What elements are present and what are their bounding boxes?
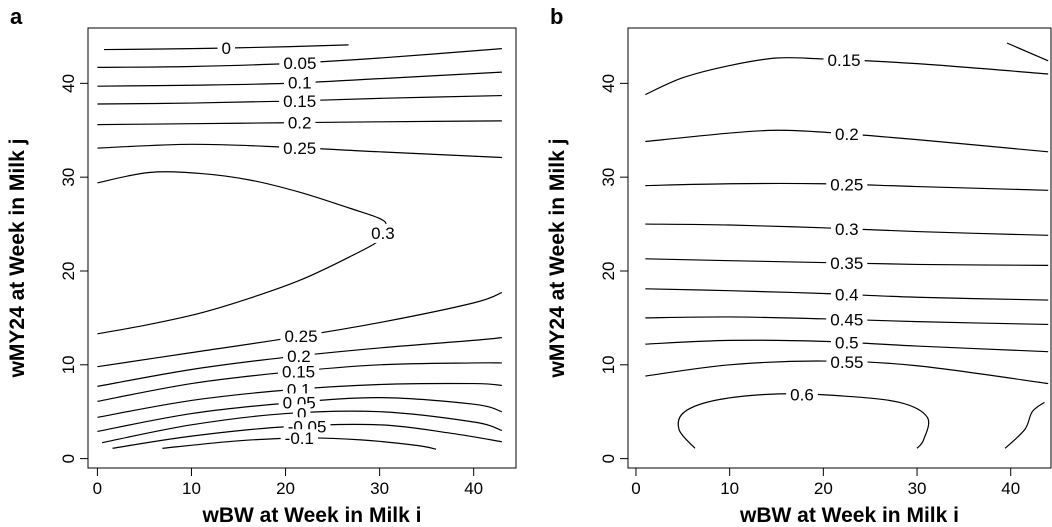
x-tick-label: 0 [631,479,640,498]
contour-label: 0.3 [371,224,395,243]
contour-label: 0.5 [835,334,859,353]
contour-label: 0.2 [287,347,311,366]
contour-line [645,223,1049,236]
label-bg [279,91,321,111]
contour-label: 0.25 [284,327,317,346]
label-bg [831,125,863,145]
contour-line [97,336,502,387]
y-tick-label: 10 [59,355,78,374]
contour-label: 0.2 [288,114,312,133]
label-bg [830,219,863,239]
label-bg [279,53,321,73]
contour-line [645,258,1049,266]
contour-line [645,316,1049,326]
x-tick-label: 0 [93,479,102,498]
x-tick-label: 10 [720,479,739,498]
label-bg [280,326,322,346]
contour-label: 0.6 [790,386,814,405]
contour-label: 0.15 [283,92,316,111]
contour-line [645,339,1049,353]
contour-label: 0.05 [283,54,316,73]
contour-line [97,362,502,402]
contour-label: 0.1 [288,74,312,93]
contours: 0.15 0.2 0.25 0.3 0.35 0.4 0.45 0.50.55 0.6 [645,42,1049,449]
y-tick-label: 20 [599,262,618,281]
label-bg [830,333,863,353]
y-tick-label: 30 [59,168,78,187]
x-tick-label: 10 [182,479,201,498]
contour-label: 0.55 [830,353,863,372]
contour-line [162,437,437,450]
x-tick-label: 40 [464,479,483,498]
contour-line [645,288,1049,301]
contour-label: 0 [297,404,306,423]
x-axis-title: wBW at Week in Milk i [739,504,959,527]
contour-line [97,171,387,335]
label-bg [786,385,818,405]
label-bg [280,429,318,449]
contour-line [97,291,503,368]
contour-label: 0.4 [835,285,859,304]
label-bg [283,113,316,133]
y-tick-label: 40 [599,74,618,93]
contour-line [1004,401,1045,449]
contour-label: 0.3 [835,220,859,239]
contour-line [101,410,503,444]
label-bg [830,285,863,305]
y-tick-label: 40 [59,74,78,93]
x-tick-label: 20 [276,479,295,498]
panel: b 0 10 20 30 40 0 10 20 30 40 wBW at Week in Milk i… [546,4,1052,527]
y-tick-label: 0 [59,454,78,463]
contour-line [645,182,1049,191]
x-tick-label: 30 [370,479,389,498]
contour-line [645,56,1049,96]
y-tick-label: 30 [599,168,618,187]
label-bg [278,362,320,382]
contour-label: -0.1 [285,429,314,448]
x-tick-label: 40 [1001,479,1020,498]
plot-box [627,27,1052,469]
x-axis-title: wBW at Week in Milk i [202,504,422,527]
label-bg [367,223,399,243]
label-bg [826,310,868,330]
contour-label: 0.25 [283,139,316,158]
contour-label: 0.25 [830,175,863,194]
label-bg [283,346,315,366]
y-tick-label: 20 [59,262,78,281]
contour-line [1006,42,1049,62]
label-bg [826,353,868,373]
x-tick-label: 30 [908,479,927,498]
contour-line [97,382,502,418]
contour-line [645,129,1049,153]
contour-line [97,397,503,433]
x-tick-label: 20 [814,479,833,498]
label-bg [279,138,321,158]
label-bg [217,38,236,58]
contours: 00.050.10.150.20.250.30.250.20.150.10.05… [97,38,503,450]
y-axis-title: wMY24 at Week in Milk j [6,139,29,379]
contour-label: 0.2 [835,125,859,144]
contour-label: 0.15 [828,51,861,70]
panel-label: b [550,4,563,29]
y-tick-label: 10 [599,355,618,374]
y-axis-title: wMY24 at Week in Milk j [546,139,569,379]
panel-label: a [10,4,23,29]
contour-label: 0.15 [282,362,315,381]
contour-label: 0.35 [830,254,863,273]
label-bg [283,73,316,93]
label-bg [826,175,868,195]
contour-line [645,360,1049,385]
y-tick-label: 0 [599,454,618,463]
label-bg [826,254,868,274]
label-bg [823,50,865,70]
panel: a 0 10 20 30 40 0 10 20 30 40 wBW at Week in Milk i… [6,4,517,527]
contour-label: 0 [222,39,231,58]
contour-label: 0.45 [830,311,863,330]
